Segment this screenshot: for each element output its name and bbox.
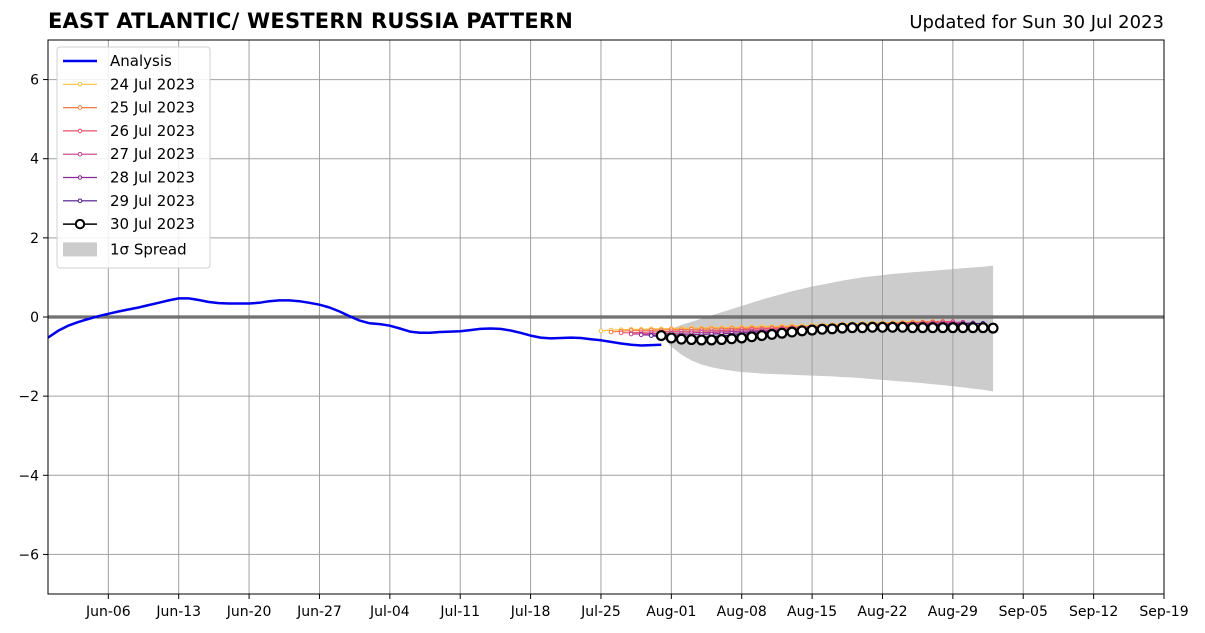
latest-forecast-point: [716, 334, 728, 346]
legend: Analysis 24 Jul 2023 25 Jul 2023 26 Jul 202…: [56, 46, 211, 269]
legend-label-analysis: Analysis: [110, 52, 172, 70]
forecast-point: [628, 331, 634, 337]
x-tick-label: Jul-04: [369, 604, 410, 620]
latest-forecast-point: [726, 333, 738, 345]
legend-marker-forecast: [77, 82, 83, 87]
latest-forecast-point: [806, 324, 818, 336]
latest-forecast-point: [907, 322, 919, 334]
latest-forecast-point: [756, 330, 768, 342]
forecast-point: [608, 329, 614, 335]
x-tick-label: Aug-15: [787, 604, 837, 620]
x-tick-label: Sep-12: [1069, 604, 1118, 620]
legend-label-forecast: 24 Jul 2023: [110, 75, 195, 93]
legend-box: [56, 46, 211, 269]
legend-label-forecast: 27 Jul 2023: [110, 145, 195, 163]
x-tick-label: Aug-08: [717, 604, 767, 620]
x-tick-label: Aug-22: [857, 604, 907, 620]
legend-label-forecast: 29 Jul 2023: [110, 192, 195, 210]
latest-forecast-point: [917, 322, 929, 334]
x-tick-label: Sep-05: [999, 604, 1048, 620]
latest-forecast-point: [957, 322, 969, 334]
latest-forecast-point: [927, 322, 939, 334]
y-tick-label: −6: [18, 547, 39, 563]
forecast-point: [648, 333, 654, 338]
latest-forecast-point: [796, 325, 808, 337]
latest-forecast-point: [866, 321, 878, 333]
legend-label-spread: 1σ Spread: [110, 240, 187, 258]
latest-forecast-point: [766, 328, 778, 340]
legend-marker-forecast: [77, 105, 83, 110]
x-tick-label: Aug-29: [928, 604, 978, 620]
latest-forecast-point: [665, 332, 677, 344]
y-tick-label: 0: [30, 310, 39, 326]
latest-forecast-point: [876, 321, 888, 333]
legend-label-latest: 30 Jul 2023: [110, 215, 195, 233]
y-tick-label: −2: [18, 389, 39, 405]
zero-line-layer: [48, 315, 1164, 319]
forecast-point: [638, 332, 644, 338]
latest-forecast-point: [746, 331, 758, 343]
forecast-line: [621, 320, 953, 334]
grid-layer: [48, 40, 1165, 594]
legend-label-forecast: 28 Jul 2023: [110, 169, 195, 187]
latest-forecast-point: [826, 323, 838, 335]
y-tick-label: 4: [30, 152, 39, 168]
latest-forecast-point: [786, 326, 798, 338]
latest-forecast-point: [836, 322, 848, 334]
chart-subtitle: Updated for Sun 30 Jul 2023: [909, 12, 1164, 33]
latest-forecast-point: [887, 321, 899, 333]
legend-marker-latest: [74, 218, 86, 230]
latest-forecast-point: [685, 334, 697, 346]
latest-forecast-point: [947, 322, 959, 334]
latest-forecast-point: [816, 323, 828, 335]
chart-title: EAST ATLANTIC/ WESTERN RUSSIA PATTERN: [48, 9, 574, 33]
latest-forecast-series: [655, 321, 999, 346]
latest-forecast-point: [967, 322, 979, 334]
x-tick-label: Jun-13: [155, 604, 201, 620]
latest-forecast-point: [977, 322, 989, 334]
legend-marker-forecast: [77, 175, 83, 180]
series-layer: [47, 297, 999, 347]
x-tick-label: Jun-06: [85, 604, 131, 620]
legend-label-forecast: 26 Jul 2023: [110, 122, 195, 140]
latest-forecast-point: [897, 321, 909, 333]
latest-forecast-point: [776, 327, 788, 339]
x-tick-label: Jul-25: [580, 604, 621, 620]
x-tick-label: Sep-19: [1139, 604, 1188, 620]
legend-marker-forecast: [77, 151, 83, 157]
latest-forecast-point: [846, 322, 858, 334]
legend-label-forecast: 25 Jul 2023: [110, 99, 195, 117]
latest-forecast-point: [856, 322, 868, 334]
latest-forecast-point: [937, 322, 949, 334]
forecast-point: [598, 328, 604, 334]
y-tick-label: −4: [18, 468, 39, 484]
x-tick-label: Jul-11: [439, 604, 480, 620]
latest-forecast-point: [987, 322, 999, 334]
axes-layer: Jun-06 Jun-13 Jun-20 Jun-27 Jul-04 Jul-11 Jul-…: [18, 39, 1189, 620]
forecast-line: [600, 320, 933, 332]
legend-marker-forecast: [77, 198, 83, 204]
latest-forecast-point: [736, 332, 748, 344]
forecast-point: [618, 330, 624, 336]
latest-forecast-point: [675, 333, 687, 345]
legend-swatch-spread: [63, 242, 97, 257]
latest-forecast-point: [696, 334, 708, 346]
x-tick-label: Aug-01: [646, 604, 696, 620]
latest-forecast-point: [706, 334, 718, 346]
latest-forecast-point: [655, 330, 667, 342]
y-tick-label: 6: [30, 73, 39, 89]
x-tick-label: Jul-18: [510, 604, 551, 620]
y-tick-label: 2: [30, 231, 39, 247]
analysis-line: [47, 297, 662, 347]
x-tick-label: Jun-20: [226, 604, 272, 620]
legend-marker-forecast: [77, 128, 83, 134]
x-tick-label: Jun-27: [296, 604, 342, 620]
